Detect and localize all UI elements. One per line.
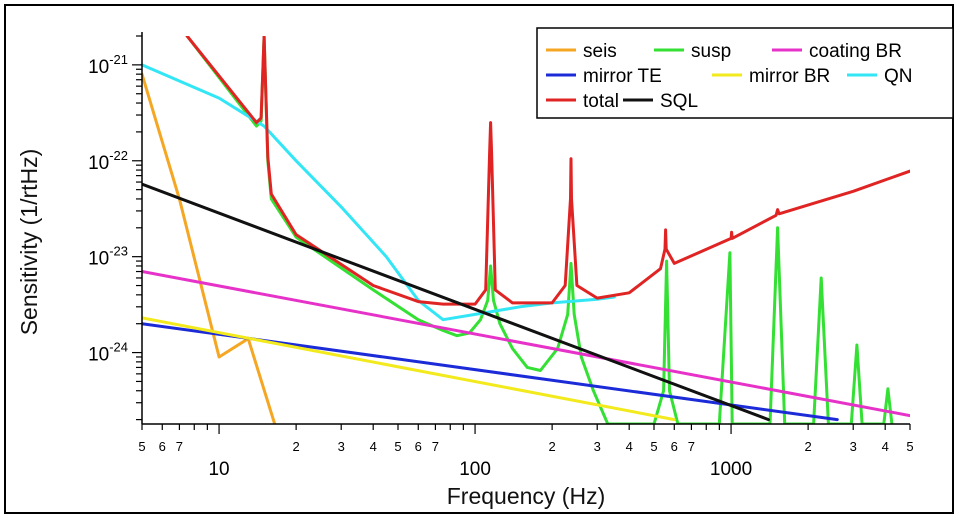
x-tick-label: 7: [688, 439, 695, 454]
x-tick-label: 3: [338, 439, 345, 454]
x-tick-label: 5: [650, 439, 657, 454]
y-tick-label: 10-23: [88, 244, 128, 270]
legend-label: seis: [583, 41, 617, 62]
x-tick-label: 7: [432, 439, 439, 454]
series-line-total: [185, 36, 910, 306]
series-line-susp: [185, 36, 894, 424]
x-tick-label: 2: [293, 439, 300, 454]
series-line-coating-br: [142, 270, 910, 418]
legend-label: susp: [691, 41, 731, 62]
x-tick-label: 10: [208, 459, 229, 480]
legend-box: [536, 27, 954, 119]
y-tick-label: 10-21: [88, 52, 128, 78]
x-tick-label: 1000: [710, 459, 752, 480]
x-tick-label: 3: [850, 439, 857, 454]
series-line-sql: [142, 182, 770, 422]
x-tick-label: 100: [459, 459, 491, 480]
legend-label: coating BR: [809, 41, 902, 62]
y-tick-label: 10-22: [88, 148, 128, 174]
legend: seis susp coating BR mirror TE mirror BR QN to…: [536, 27, 954, 119]
legend-label: mirror TE: [583, 66, 662, 87]
y-axis-title: Sensitivity (1/rtHz): [16, 149, 42, 336]
legend-label: QN: [884, 66, 913, 87]
x-tick-label: 4: [626, 439, 633, 454]
x-tick-label: 5: [906, 439, 913, 454]
x-tick-label: 6: [415, 439, 422, 454]
x-tick-label: 5: [394, 439, 401, 454]
x-tick-label: 4: [370, 439, 377, 454]
x-axis-title: Frequency (Hz): [447, 483, 605, 509]
y-ticks: 10-21 10-22 10-23 10-24: [88, 35, 142, 421]
legend-label: total: [583, 91, 619, 112]
series-line-seis: [142, 72, 277, 424]
x-tick-label: 3: [594, 439, 601, 454]
curves-layer: [142, 36, 910, 424]
x-tick-label: 2: [805, 439, 812, 454]
x-tick-label: 5: [138, 439, 145, 454]
x-tick-label: 6: [671, 439, 678, 454]
x-tick-label: 2: [549, 439, 556, 454]
legend-label: mirror BR: [749, 66, 830, 87]
x-tick-label: 7: [176, 439, 183, 454]
y-tick-label: 10-24: [88, 340, 128, 366]
x-tick-label: 4: [882, 439, 889, 454]
series-line-mirror-br: [142, 316, 676, 422]
legend-label: SQL: [660, 91, 698, 112]
x-tick-label: 6: [159, 439, 166, 454]
